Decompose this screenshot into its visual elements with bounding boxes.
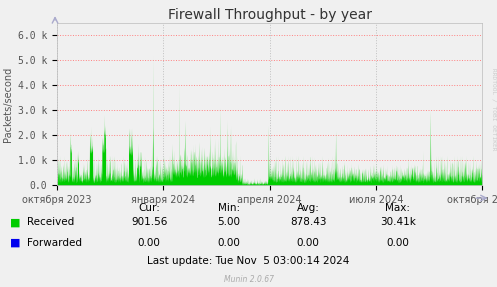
- Text: 0.00: 0.00: [138, 238, 161, 247]
- Text: ■: ■: [10, 218, 20, 227]
- Text: ■: ■: [10, 238, 20, 247]
- Text: Last update: Tue Nov  5 03:00:14 2024: Last update: Tue Nov 5 03:00:14 2024: [147, 256, 350, 266]
- Text: 30.41k: 30.41k: [380, 218, 415, 227]
- Text: 878.43: 878.43: [290, 218, 327, 227]
- Text: 0.00: 0.00: [386, 238, 409, 247]
- Text: Forwarded: Forwarded: [27, 238, 83, 247]
- Text: 0.00: 0.00: [297, 238, 320, 247]
- Text: 5.00: 5.00: [217, 218, 240, 227]
- Text: Max:: Max:: [385, 203, 410, 213]
- Text: Received: Received: [27, 218, 75, 227]
- Text: Cur:: Cur:: [138, 203, 160, 213]
- Y-axis label: Packets/second: Packets/second: [2, 66, 12, 142]
- Text: Avg:: Avg:: [297, 203, 320, 213]
- Text: 0.00: 0.00: [217, 238, 240, 247]
- Text: Min:: Min:: [218, 203, 240, 213]
- Text: 901.56: 901.56: [131, 218, 167, 227]
- Text: RRDTOOL / TOBI OETIKER: RRDTOOL / TOBI OETIKER: [491, 68, 496, 150]
- Text: Munin 2.0.67: Munin 2.0.67: [224, 275, 273, 284]
- Title: Firewall Throughput - by year: Firewall Throughput - by year: [167, 8, 372, 22]
